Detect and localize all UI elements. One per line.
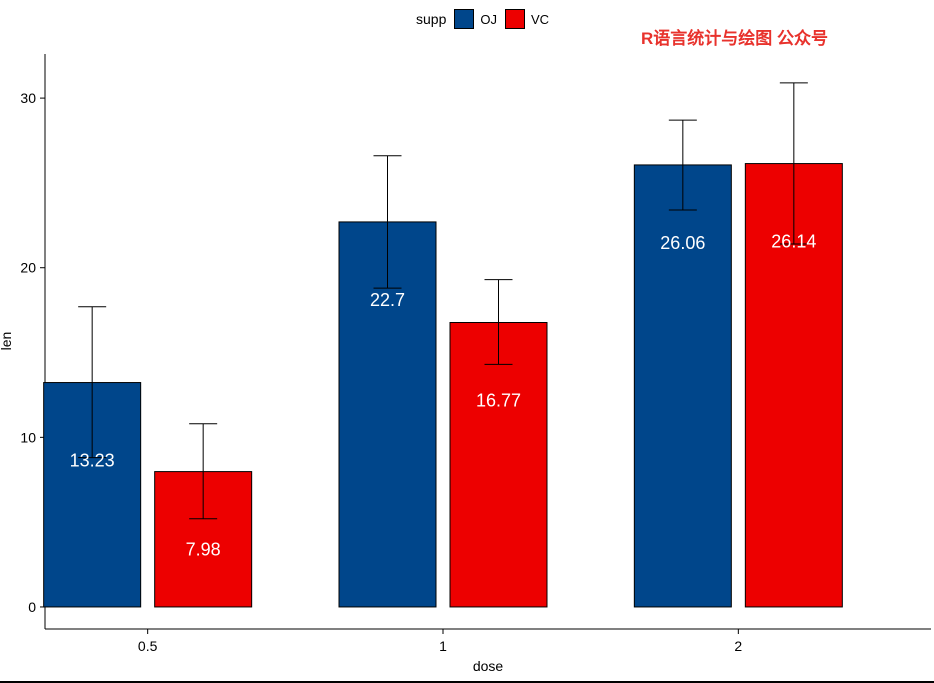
- legend-label-vc: VC: [530, 11, 550, 27]
- data-label: 16.77: [476, 391, 521, 411]
- legend-title: supp: [416, 11, 447, 27]
- x-axis-label: dose: [473, 658, 504, 674]
- bar-oj-1: [338, 221, 437, 608]
- data-label: 26.06: [660, 233, 705, 253]
- y-tick-label: 10: [20, 429, 36, 445]
- legend-label-oj: OJ: [480, 11, 497, 27]
- legend-item-oj: OJ: [454, 9, 497, 29]
- y-axis-label: len: [0, 332, 14, 351]
- y-tick-label: 0: [28, 599, 36, 615]
- bottom-rule: [0, 681, 934, 683]
- x-tick-label: 1: [439, 638, 447, 654]
- legend-item-vc: VC: [504, 9, 550, 29]
- data-label: 13.23: [70, 451, 115, 471]
- x-tick-label: 2: [734, 638, 742, 654]
- y-tick-label: 20: [20, 260, 36, 276]
- watermark-text: R语言统计与绘图 公众号: [641, 29, 828, 48]
- y-tick-label: 30: [20, 90, 36, 106]
- bar-oj-2: [633, 164, 732, 608]
- legend-swatch-oj: [454, 9, 475, 29]
- bar-vc-1: [449, 322, 548, 608]
- x-tick-label: 0.5: [138, 638, 158, 654]
- data-label: 7.98: [186, 540, 221, 560]
- data-label: 22.7: [370, 290, 405, 310]
- data-labels: 13.23 22.7 26.06 7.98 16.77 26.14: [70, 232, 817, 560]
- bars: [43, 163, 843, 608]
- legend: supp OJ VC: [416, 8, 557, 30]
- error-bars: [78, 82, 808, 520]
- legend-swatch-vc: [504, 9, 525, 29]
- axes: 0 10 20 30 0.5 1 2: [20, 54, 931, 654]
- data-label: 26.14: [771, 232, 816, 252]
